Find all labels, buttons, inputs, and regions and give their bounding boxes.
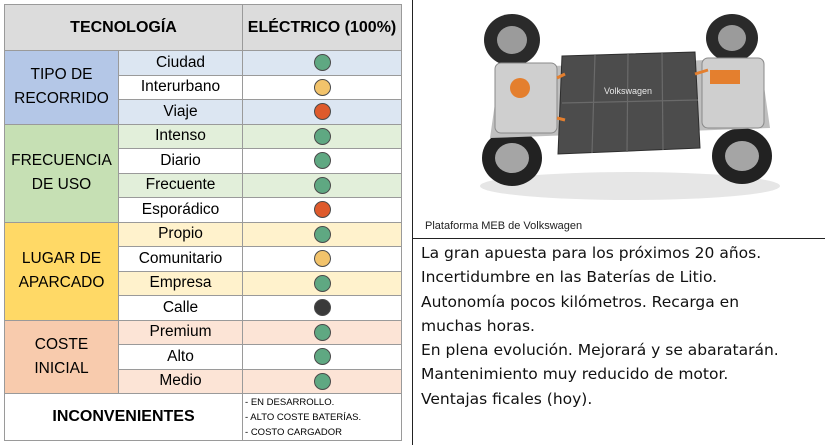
rating-cell [242, 99, 403, 125]
status-red-dot-icon [313, 103, 331, 121]
description-text: La gran apuesta para los próximos 20 año… [421, 241, 821, 411]
rating-cell [242, 221, 403, 247]
table-row: LUGAR DE APARCADO Propio [4, 221, 403, 321]
row-label: Diario [117, 148, 244, 174]
table-row: FRECUENCIA DE USO Intenso [4, 123, 403, 223]
status-green-dot-icon [313, 348, 331, 366]
description-line: muchas horas. [421, 316, 535, 335]
status-green-dot-icon [313, 54, 331, 72]
group-label: FRECUENCIA DE USO [4, 123, 119, 223]
status-green-dot-icon [313, 152, 331, 170]
table-row: Viaje [5, 99, 403, 125]
rating-cell [242, 319, 403, 345]
rating-cell [242, 74, 403, 100]
description-line: En plena evolución. Mejorará y se abarat… [421, 341, 779, 360]
rating-cell [242, 50, 403, 76]
row-label: Viaje [117, 99, 244, 125]
rating-cell [242, 246, 403, 272]
drawbacks-row: INCONVENIENTES - EN DESARROLLO. - ALTO CO… [3, 393, 403, 441]
table-row: Comunitario [5, 246, 403, 272]
technology-table: TECNOLOGÍA ELÉCTRICO (100%) TIPO DE RECO… [3, 4, 403, 441]
table-row: Calle [5, 295, 403, 321]
status-green-dot-icon [313, 274, 331, 292]
row-label: Ciudad [117, 50, 244, 76]
status-black-dot-icon [313, 299, 331, 317]
status-red-dot-icon [313, 201, 331, 219]
table-row: Diario [5, 148, 403, 174]
meb-platform-image: Volkswagen [480, 14, 780, 200]
table-header-row: TECNOLOGÍA ELÉCTRICO (100%) [3, 4, 403, 51]
table-row: Esporádico [5, 197, 403, 223]
header-electric: ELÉCTRICO (100%) [242, 4, 403, 51]
rating-cell [242, 270, 403, 296]
table-row: Frecuente [5, 172, 403, 198]
drawback-item: - ALTO COSTE BATERÍAS. [245, 411, 362, 423]
description-line: Ventajas ficales (hoy). [421, 389, 593, 408]
table-row: Alto [5, 344, 403, 370]
description-line: Incertidumbre en las Baterías de Litio. [421, 268, 718, 287]
status-green-dot-icon [313, 176, 331, 194]
row-label: Empresa [117, 270, 244, 296]
image-caption: Plataforma MEB de Volkswagen [425, 220, 583, 232]
rating-cell [242, 295, 403, 321]
vertical-divider [412, 0, 413, 445]
rating-cell [242, 123, 403, 149]
drawbacks-list: - EN DESARROLLO. - ALTO COSTE BATERÍAS. - … [242, 393, 403, 441]
status-green-dot-icon [313, 225, 331, 243]
row-label: Frecuente [117, 172, 244, 198]
status-yellow-dot-icon [313, 250, 331, 268]
drawback-item: - EN DESARROLLO. [245, 396, 335, 408]
row-label: Comunitario [117, 246, 244, 272]
rating-cell [242, 197, 403, 223]
description-line: Autonomía pocos kilómetros. Recarga en [421, 292, 740, 311]
table-row: Empresa [5, 270, 403, 296]
row-label: Intenso [117, 123, 244, 149]
status-green-dot-icon [313, 127, 331, 145]
description-line: La gran apuesta para los próximos 20 año… [421, 244, 762, 262]
status-yellow-dot-icon [313, 78, 331, 96]
status-green-dot-icon [313, 323, 331, 341]
status-green-dot-icon [313, 372, 331, 390]
rating-cell [242, 368, 403, 394]
row-label: Premium [117, 319, 244, 345]
header-technology: TECNOLOGÍA [3, 4, 244, 51]
group-label: COSTE INICIAL [4, 319, 119, 394]
row-label: Propio [117, 221, 244, 247]
row-label: Esporádico [117, 197, 244, 223]
row-label: Interurbano [117, 74, 244, 100]
table-row: Interurbano [5, 74, 403, 100]
group-label: TIPO DE RECORRIDO [4, 50, 119, 125]
rating-cell [242, 148, 403, 174]
table-row: COSTE INICIAL Premium [4, 319, 403, 394]
row-label: Alto [117, 344, 244, 370]
horizontal-divider [412, 238, 825, 239]
row-label: Calle [117, 295, 244, 321]
drawback-item: - COSTO CARGADOR [245, 426, 342, 438]
drawbacks-title: INCONVENIENTES [3, 393, 244, 441]
rating-cell [242, 172, 403, 198]
group-label: LUGAR DE APARCADO [4, 221, 119, 321]
battery-brand-label: Volkswagen [604, 86, 652, 96]
row-label: Medio [117, 368, 244, 394]
description-line: Mantenimiento muy reducido de motor. [421, 365, 729, 384]
rating-cell [242, 344, 403, 370]
table-body: TIPO DE RECORRIDO Ciudad Interurbano Viaje F… [4, 50, 403, 394]
table-row: TIPO DE RECORRIDO Ciudad [4, 50, 403, 125]
